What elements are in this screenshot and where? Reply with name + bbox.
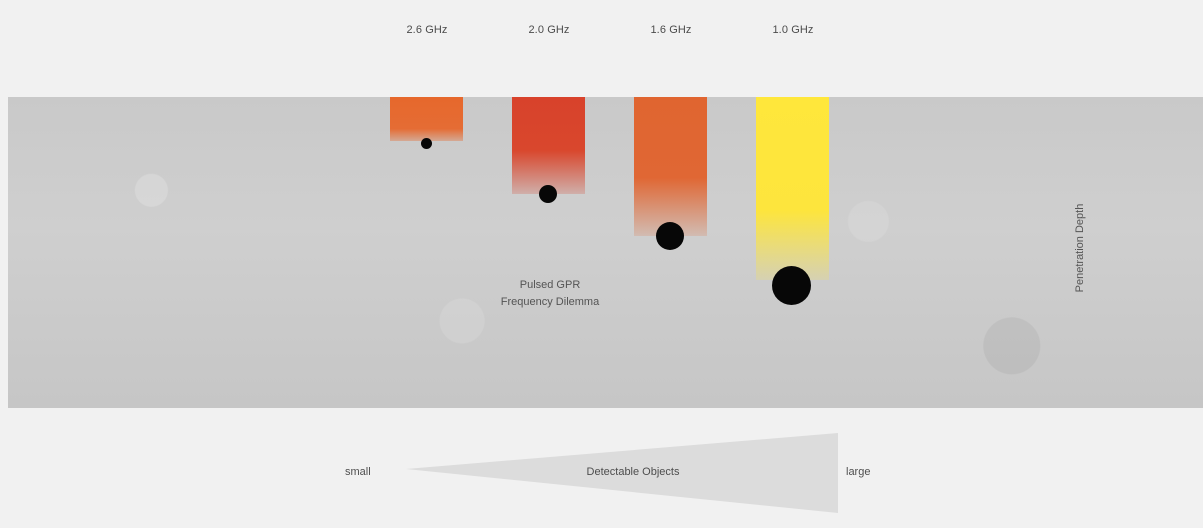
frequency-label-1-6ghz: 1.6 GHz — [650, 24, 692, 36]
detectable-object-medium — [656, 222, 684, 250]
detectable-object-medium-small — [539, 185, 557, 203]
diagram-title: Pulsed GPR Frequency Dilemma — [470, 277, 630, 311]
detectable-objects-wedge — [406, 433, 838, 513]
diagram-title-line-2: Frequency Dilemma — [500, 296, 600, 308]
frequency-bar-2-6ghz — [390, 97, 463, 141]
small-label: small — [345, 466, 371, 478]
frequency-label-2-6ghz: 2.6 GHz — [406, 24, 448, 36]
diagram-title-line-1: Pulsed GPR — [519, 279, 581, 291]
detectable-objects-triangle — [406, 433, 838, 513]
frequency-bar-1-0ghz — [756, 97, 829, 280]
detectable-object-small — [421, 138, 432, 149]
frequency-bar-1-6ghz — [634, 97, 707, 236]
concrete-background-band — [8, 97, 1203, 408]
penetration-depth-label: Penetration Depth — [1074, 203, 1086, 293]
frequency-label-1-0ghz: 1.0 GHz — [772, 24, 814, 36]
detectable-object-large — [772, 266, 811, 305]
frequency-label-2-0ghz: 2.0 GHz — [528, 24, 570, 36]
frequency-bar-2-0ghz — [512, 97, 585, 194]
large-label: large — [846, 466, 871, 478]
detectable-objects-label: Detectable Objects — [586, 466, 680, 478]
